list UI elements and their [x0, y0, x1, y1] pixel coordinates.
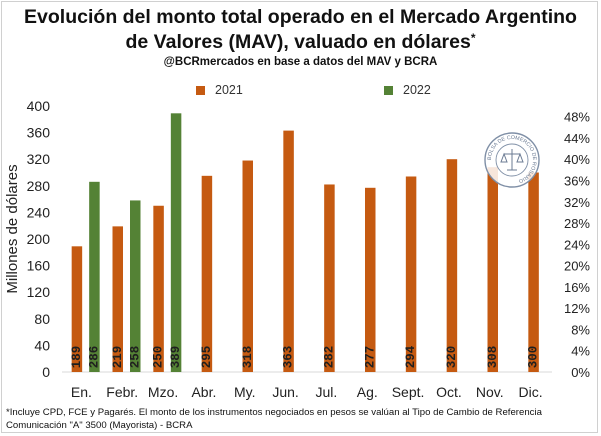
data-label-2021: 250 [152, 346, 166, 369]
data-label-2021: 308 [486, 346, 500, 369]
bar-2021 [71, 246, 83, 372]
legend-label-2021: 2021 [215, 83, 243, 97]
data-label-2021: 294 [404, 345, 418, 368]
data-label-2021: 219 [111, 346, 125, 369]
y-tick-label: 400 [27, 98, 51, 114]
footnote-line2: Comunicación "A" 3500 (Mayorista) - BCRA [6, 420, 193, 431]
y2-tick-label: 8% [571, 322, 590, 337]
footnote-line1: *Incluye CPD, FCE y Pagarés. El monto de… [6, 407, 542, 418]
bar-2021 [487, 167, 498, 372]
y-tick-label: 80 [34, 311, 50, 327]
legend-item-2021: 2021 [196, 83, 243, 97]
y-tick-label: 200 [27, 231, 51, 247]
y2-tick-label: 36% [564, 173, 590, 188]
bar-2021 [112, 226, 123, 372]
y-tick-label: 0 [42, 364, 50, 380]
x-tick-label: Oct. [436, 384, 462, 400]
bar-2021 [446, 159, 458, 372]
y2-tick-label: 28% [564, 216, 590, 231]
x-tick-label: Sept. [392, 384, 425, 400]
data-label-2021: 363 [282, 346, 296, 369]
data-label-2021: 318 [241, 346, 255, 369]
y-tick-label: 240 [27, 204, 51, 220]
bar-2021 [528, 172, 539, 372]
y2-tick-label: 48% [564, 110, 590, 125]
x-tick-label: My. [234, 384, 256, 400]
legend-swatch-2021 [196, 85, 205, 95]
data-label-2021: 295 [200, 346, 214, 369]
bar-2021 [324, 184, 335, 372]
y2-tick-label: 12% [564, 301, 590, 316]
legend-item-2022: 2022 [384, 83, 431, 97]
y2-tick-label: 24% [564, 237, 590, 252]
y2-tick-label: 16% [564, 280, 590, 295]
x-tick-label: Nov. [476, 384, 504, 400]
chart-subtitle: @BCRmercados en base a datos del MAV y B… [163, 56, 438, 68]
x-tick-label: Mzo. [148, 384, 178, 400]
data-label-2021: 277 [363, 346, 377, 369]
y-tick-label: 160 [27, 258, 51, 274]
y-tick-label: 280 [27, 178, 51, 194]
legend-label-2022: 2022 [403, 83, 431, 97]
y2-tick-label: 0% [571, 365, 590, 380]
seal-logo: BOLSA DE COMERCIO DE ROSARIO [484, 132, 540, 188]
x-tick-label: Jul. [316, 384, 338, 400]
data-label-2021: 282 [322, 346, 336, 369]
chart-title-line2: de Valores (MAV), valuado en dólares* [125, 31, 476, 53]
y-tick-label: 320 [27, 151, 51, 167]
y2-tick-label: 44% [564, 131, 590, 146]
x-tick-label: Febr. [106, 384, 138, 400]
x-tick-label: Jun. [272, 384, 298, 400]
data-label-2022: 389 [169, 346, 183, 369]
x-tick-label: Ag. [357, 384, 378, 400]
y2-tick-label: 40% [564, 152, 590, 167]
y2-tick-label: 4% [571, 344, 590, 359]
bar-2021 [405, 176, 417, 372]
y2-tick-label: 32% [564, 195, 590, 210]
x-tick-label: En. [71, 384, 92, 400]
y-tick-label: 120 [27, 284, 51, 300]
data-label-2022: 258 [128, 346, 142, 369]
bar-2022 [89, 181, 100, 372]
data-label-2021: 300 [527, 346, 541, 369]
title-footnote-mark: * [470, 31, 476, 45]
bar-2022 [170, 113, 182, 372]
data-label-2022: 286 [87, 346, 101, 369]
bar-2021 [242, 160, 253, 372]
bar-2021 [283, 130, 294, 372]
y2-tick-label: 20% [564, 259, 590, 274]
y-tick-label: 360 [27, 125, 51, 141]
data-label-2021: 320 [445, 346, 459, 369]
bar-2021 [153, 205, 164, 372]
data-label-2021: 189 [70, 346, 84, 369]
bar-2022 [130, 200, 141, 372]
bar-2021 [201, 175, 213, 372]
x-tick-label: Abr. [191, 384, 216, 400]
y-axis-label: Millones de dólares [4, 164, 21, 293]
chart-title-line1: Evolución del monto total operado en el … [24, 6, 577, 28]
y-tick-label: 40 [34, 337, 50, 353]
bar-2021 [365, 187, 376, 372]
footnote: *Incluye CPD, FCE y Pagarés. El monto de… [6, 406, 596, 432]
legend-swatch-2022 [384, 85, 393, 95]
x-tick-label: Dic. [519, 384, 543, 400]
